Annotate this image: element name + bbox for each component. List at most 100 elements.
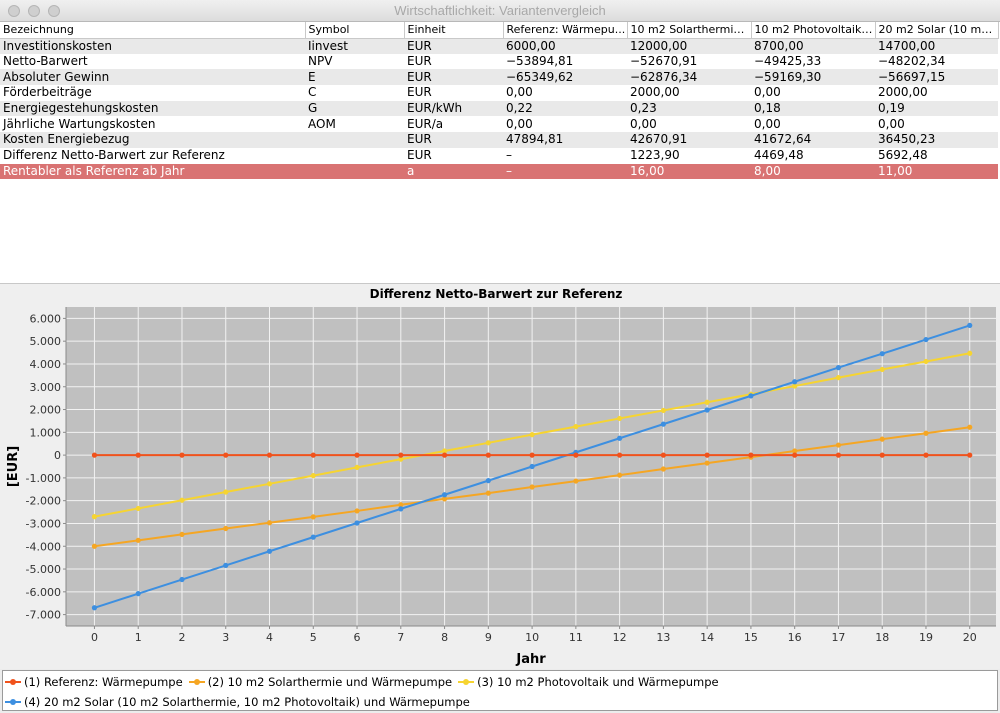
data-point	[923, 336, 929, 343]
column-header-bezeichnung[interactable]: Bezeichnung	[0, 22, 306, 39]
table-cell: 0,00	[503, 85, 627, 101]
legend-label: (3) 10 m2 Photovoltaik und Wärmepumpe	[477, 675, 719, 689]
chart-title: Differenz Netto-Barwert zur Referenz	[370, 287, 623, 301]
table-cell: Förderbeiträge	[0, 85, 305, 101]
legend-label: (2) 10 m2 Solarthermie und Wärmepumpe	[207, 675, 453, 689]
data-point	[266, 481, 273, 487]
y-tick-label: 3.000	[30, 381, 62, 394]
series-1	[91, 452, 973, 458]
table-cell: −56697,15	[875, 69, 998, 86]
table-row[interactable]: Jährliche Wartungskosten AOM EUR/a 0,00 0,00…	[0, 116, 998, 133]
results-table-panel[interactable]: Bezeichnung Symbol Einheit Referenz: Wär…	[0, 22, 1000, 284]
data-point	[529, 463, 535, 470]
table-cell: −59169,30	[751, 69, 875, 86]
legend-item-3: (3) 10 m2 Photovoltaik und Wärmepumpe	[458, 675, 719, 689]
data-point	[266, 548, 273, 554]
column-header-symbol[interactable]: Symbol	[305, 22, 405, 39]
data-point	[748, 452, 754, 458]
table-row[interactable]: Investitionskosten Iinvest EUR 6000,00 12000…	[0, 38, 998, 54]
table-cell	[305, 147, 404, 164]
y-axis-label: [EUR]	[6, 446, 21, 487]
data-point	[617, 452, 623, 458]
series-4	[91, 322, 973, 611]
column-header-solarthermie[interactable]: 10 m2 Solarthermie ...	[627, 22, 752, 39]
column-header-einheit[interactable]: Einheit	[404, 22, 504, 39]
legend-label: (1) Referenz: Wärmepumpe	[24, 675, 183, 689]
table-cell: G	[305, 100, 404, 117]
x-tick-label: 7	[397, 631, 404, 644]
data-point	[135, 591, 141, 597]
data-point	[879, 366, 885, 373]
table-cell: −62876,34	[627, 69, 751, 86]
data-point	[792, 383, 798, 389]
data-point	[967, 322, 973, 329]
close-window-button[interactable]	[8, 5, 20, 17]
data-point	[135, 505, 141, 512]
data-point	[398, 502, 404, 508]
table-header-row: Bezeichnung Symbol Einheit Referenz: Wär…	[0, 22, 999, 39]
x-tick-label: 12	[613, 631, 627, 644]
data-point	[529, 452, 535, 458]
column-header-referenz[interactable]: Referenz: Wärmepu...	[503, 22, 628, 39]
data-point	[354, 452, 360, 458]
table-cell: −49425,33	[751, 53, 875, 70]
data-point	[223, 489, 229, 495]
column-header-photovoltaik[interactable]: 10 m2 Photovoltaik ...	[751, 22, 876, 39]
minimize-window-button[interactable]	[28, 5, 40, 17]
table-cell: −65349,62	[503, 69, 627, 86]
table-cell: AOM	[305, 116, 404, 133]
x-axis-label: Jahr	[515, 652, 546, 667]
data-point	[879, 452, 885, 458]
data-point	[529, 484, 535, 490]
table-cell: 0,23	[627, 100, 751, 117]
table-cell: a	[404, 163, 503, 180]
table-row[interactable]: Förderbeiträge C EUR 0,00 2000,00 0,00 2000,00	[0, 85, 998, 101]
data-point	[135, 537, 141, 543]
table-cell: 1223,90	[627, 147, 751, 164]
x-tick-label: 8	[441, 631, 448, 644]
table-cell: Kosten Energiebezug	[0, 132, 305, 148]
table-cell: 2000,00	[875, 85, 998, 101]
data-point	[573, 424, 579, 430]
table-cell: EUR	[404, 69, 503, 86]
table-cell: 0,19	[875, 100, 998, 117]
column-header-20m2-solar[interactable]: 20 m2 Solar (10 m2 ...	[875, 22, 999, 39]
legend-label: (4) 20 m2 Solar (10 m2 Solarthermie, 10 …	[24, 695, 470, 709]
data-point	[923, 430, 929, 436]
table-row[interactable]: Netto-Barwert NPV EUR −53894,81 −52670,91 −49…	[0, 53, 998, 70]
data-point	[91, 514, 98, 520]
table-row[interactable]: Differenz Netto-Barwert zur Referenz EUR –…	[0, 147, 998, 164]
legend-item-2: (2) 10 m2 Solarthermie und Wärmepumpe	[188, 675, 453, 689]
chart-panel: Differenz Netto-Barwert zur Referenz -7.0…	[0, 284, 1000, 669]
table-cell: 5692,48	[875, 147, 998, 164]
table-cell: 0,00	[875, 116, 998, 133]
table-row[interactable]: Energiegestehungskosten G EUR/kWh 0,22 0,23 0…	[0, 100, 998, 117]
data-point	[617, 472, 623, 478]
table-cell: Energiegestehungskosten	[0, 100, 305, 117]
data-point	[485, 478, 491, 484]
x-tick-label: 17	[831, 631, 845, 644]
data-point	[91, 543, 98, 549]
x-tick-label: 11	[569, 631, 583, 644]
table-cell: 8700,00	[751, 38, 875, 54]
table-row[interactable]: Rentabler als Referenz ab Jahr a –16,00 8,0…	[0, 163, 998, 180]
zoom-window-button[interactable]	[48, 5, 60, 17]
data-point	[704, 452, 710, 458]
table-cell: Jährliche Wartungskosten	[0, 116, 305, 133]
series-3	[91, 350, 973, 520]
y-tick-label: 0	[54, 449, 61, 462]
table-row[interactable]: Absoluter Gewinn E EUR −65349,62 −62876,34 −5…	[0, 69, 998, 86]
table-cell: 4469,48	[751, 147, 875, 164]
table-cell: EUR	[404, 147, 503, 164]
table-cell: –	[503, 147, 627, 164]
legend-marker-icon	[188, 677, 205, 687]
legend-marker-icon	[5, 697, 21, 707]
y-tick-label: 1.000	[30, 426, 62, 439]
y-tick-label: -7.000	[26, 609, 61, 622]
x-tick-label: 5	[310, 631, 317, 644]
table-row[interactable]: Kosten Energiebezug EUR 47894,81 42670,91 41…	[0, 132, 998, 148]
y-tick-label: -6.000	[26, 586, 61, 599]
x-tick-label: 4	[266, 631, 273, 644]
table-cell: E	[305, 69, 404, 86]
data-point	[441, 492, 448, 498]
